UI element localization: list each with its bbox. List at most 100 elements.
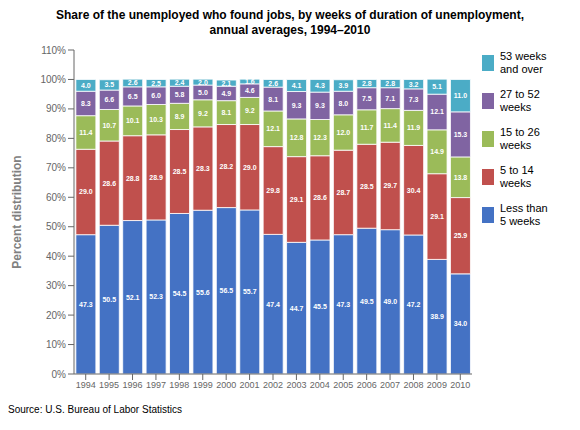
svg-text:4.3: 4.3: [315, 82, 325, 89]
svg-text:30.4: 30.4: [407, 187, 421, 194]
svg-text:44.7: 44.7: [290, 305, 304, 312]
svg-text:11.4: 11.4: [384, 122, 397, 129]
svg-text:2004: 2004: [310, 380, 330, 390]
svg-text:2.1: 2.1: [221, 80, 231, 87]
svg-text:2.8: 2.8: [362, 80, 372, 87]
svg-text:55.6: 55.6: [196, 289, 210, 296]
svg-text:2.5: 2.5: [151, 80, 161, 87]
svg-text:1997: 1997: [146, 380, 166, 390]
svg-text:9.3: 9.3: [292, 102, 302, 109]
svg-text:30%: 30%: [46, 280, 66, 291]
svg-text:47.4: 47.4: [266, 301, 280, 308]
svg-text:2007: 2007: [380, 380, 400, 390]
svg-text:49.0: 49.0: [383, 298, 397, 305]
svg-text:10%: 10%: [46, 339, 66, 350]
svg-text:50.5: 50.5: [102, 296, 116, 303]
svg-text:38.9: 38.9: [430, 313, 444, 320]
svg-text:70%: 70%: [46, 162, 66, 173]
svg-text:45.5: 45.5: [313, 303, 327, 310]
svg-text:80%: 80%: [46, 133, 66, 144]
svg-text:52.3: 52.3: [149, 293, 163, 300]
svg-text:1995: 1995: [99, 380, 119, 390]
svg-text:28.8: 28.8: [126, 175, 140, 182]
svg-text:2.6: 2.6: [128, 79, 138, 86]
svg-text:6.5: 6.5: [128, 93, 138, 100]
svg-text:11.0: 11.0: [454, 92, 467, 99]
svg-text:8.1: 8.1: [221, 109, 231, 116]
svg-text:12.3: 12.3: [313, 134, 327, 141]
svg-text:11.9: 11.9: [407, 124, 420, 131]
svg-text:7.3: 7.3: [409, 96, 419, 103]
svg-text:12.8: 12.8: [290, 134, 304, 141]
svg-text:7.5: 7.5: [362, 95, 372, 102]
svg-text:15.3: 15.3: [454, 131, 468, 138]
svg-text:2.8: 2.8: [385, 80, 395, 87]
svg-text:49.5: 49.5: [360, 298, 374, 305]
svg-text:29.7: 29.7: [383, 182, 397, 189]
svg-text:3.5: 3.5: [104, 81, 114, 88]
svg-text:2006: 2006: [357, 380, 377, 390]
svg-text:47.3: 47.3: [337, 301, 351, 308]
svg-text:3.2: 3.2: [409, 81, 419, 88]
svg-text:2.0: 2.0: [198, 79, 208, 86]
svg-text:1994: 1994: [76, 380, 96, 390]
svg-text:14.9: 14.9: [430, 148, 444, 155]
svg-text:28.5: 28.5: [360, 183, 374, 190]
svg-text:28.3: 28.3: [196, 165, 210, 172]
svg-text:2003: 2003: [286, 380, 306, 390]
svg-text:28.6: 28.6: [102, 180, 116, 187]
svg-text:2001: 2001: [240, 380, 260, 390]
svg-text:47.2: 47.2: [407, 301, 421, 308]
svg-text:8.0: 8.0: [339, 100, 349, 107]
svg-text:10.7: 10.7: [102, 122, 116, 129]
svg-text:2005: 2005: [333, 380, 353, 390]
svg-text:1998: 1998: [169, 380, 189, 390]
svg-text:29.1: 29.1: [290, 196, 304, 203]
svg-text:4.1: 4.1: [292, 82, 302, 89]
svg-text:20%: 20%: [46, 310, 66, 321]
svg-text:55.7: 55.7: [243, 288, 257, 295]
svg-text:2000: 2000: [216, 380, 236, 390]
svg-text:3.9: 3.9: [339, 82, 349, 89]
svg-text:2.6: 2.6: [268, 80, 278, 87]
svg-text:12.1: 12.1: [430, 108, 444, 115]
svg-text:1999: 1999: [193, 380, 213, 390]
svg-text:4.9: 4.9: [221, 90, 231, 97]
svg-text:2.4: 2.4: [175, 79, 185, 86]
svg-text:Percent distribution: Percent distribution: [10, 155, 24, 268]
svg-text:2009: 2009: [427, 380, 447, 390]
svg-text:8.1: 8.1: [268, 96, 278, 103]
svg-text:0%: 0%: [52, 369, 67, 380]
svg-text:1996: 1996: [123, 380, 143, 390]
svg-text:10.1: 10.1: [126, 117, 140, 124]
svg-text:4.6: 4.6: [245, 87, 255, 94]
svg-text:11.7: 11.7: [360, 124, 373, 131]
svg-text:8.9: 8.9: [175, 113, 185, 120]
svg-text:34.0: 34.0: [454, 320, 468, 327]
svg-text:50%: 50%: [46, 221, 66, 232]
svg-text:47.3: 47.3: [79, 301, 93, 308]
svg-text:10.3: 10.3: [149, 116, 163, 123]
svg-text:2010: 2010: [450, 380, 470, 390]
svg-text:8.3: 8.3: [81, 100, 91, 107]
svg-text:1.6: 1.6: [245, 78, 255, 85]
svg-text:40%: 40%: [46, 251, 66, 262]
svg-text:11.4: 11.4: [79, 129, 92, 136]
svg-text:2008: 2008: [403, 380, 423, 390]
svg-text:9.2: 9.2: [198, 110, 208, 117]
svg-text:29.1: 29.1: [430, 213, 444, 220]
svg-text:100%: 100%: [40, 74, 66, 85]
svg-text:12.0: 12.0: [337, 129, 351, 136]
svg-text:29.0: 29.0: [79, 188, 93, 195]
svg-text:9.3: 9.3: [315, 102, 325, 109]
svg-text:56.5: 56.5: [220, 287, 234, 294]
svg-text:12.1: 12.1: [266, 125, 280, 132]
svg-text:60%: 60%: [46, 192, 66, 203]
svg-text:5.1: 5.1: [432, 83, 442, 90]
svg-text:110%: 110%: [41, 45, 66, 56]
svg-text:7.1: 7.1: [385, 95, 395, 102]
svg-text:4.0: 4.0: [81, 82, 91, 89]
svg-text:54.5: 54.5: [173, 290, 187, 297]
svg-text:2002: 2002: [263, 380, 283, 390]
svg-text:28.2: 28.2: [220, 163, 234, 170]
